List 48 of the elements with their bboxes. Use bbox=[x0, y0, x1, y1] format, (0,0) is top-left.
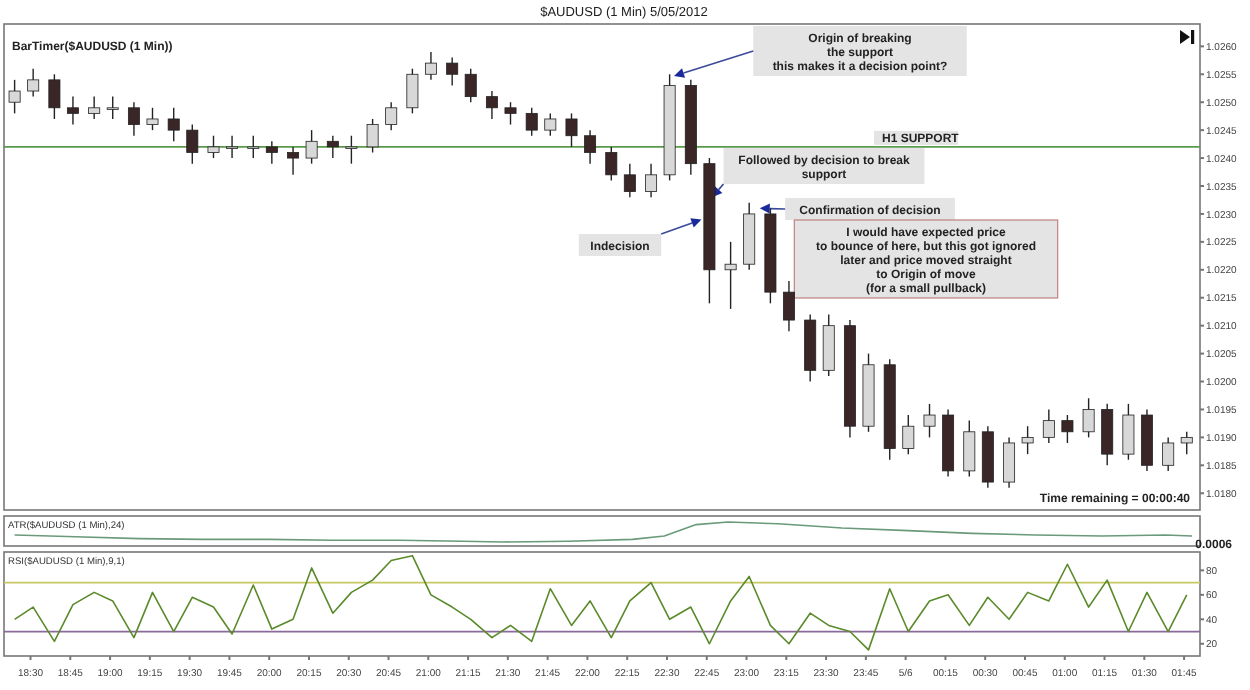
candlestick bbox=[623, 162, 636, 198]
candlestick bbox=[146, 107, 159, 131]
candlestick bbox=[48, 73, 61, 120]
candlestick bbox=[1003, 436, 1016, 489]
candlestick bbox=[226, 135, 239, 159]
candlestick bbox=[822, 313, 835, 377]
candlestick bbox=[902, 414, 915, 455]
candlestick bbox=[287, 146, 300, 176]
candlestick bbox=[782, 280, 795, 332]
candlestick bbox=[464, 67, 477, 103]
candlestick bbox=[544, 112, 557, 137]
candlestick bbox=[525, 107, 538, 137]
candlestick bbox=[88, 95, 101, 120]
candlestick bbox=[186, 123, 199, 165]
candlestick bbox=[106, 95, 119, 120]
candlestick bbox=[1021, 425, 1034, 455]
candlestick bbox=[565, 112, 578, 148]
candlestick bbox=[406, 67, 419, 115]
candlestick bbox=[963, 419, 976, 478]
candlestick bbox=[326, 135, 339, 159]
candlestick bbox=[923, 403, 936, 439]
candlestick bbox=[265, 140, 278, 165]
candlestick bbox=[1061, 414, 1074, 444]
candlestick bbox=[27, 67, 40, 98]
candlestick bbox=[1122, 403, 1135, 461]
candlestick bbox=[645, 162, 658, 198]
candlestick bbox=[1042, 408, 1055, 444]
candlestick bbox=[1082, 397, 1095, 439]
candlestick bbox=[305, 129, 318, 165]
candlestick bbox=[66, 95, 79, 126]
candlestick bbox=[424, 51, 437, 81]
candlestick bbox=[8, 79, 21, 115]
candlestick bbox=[724, 241, 737, 310]
candlestick bbox=[485, 90, 498, 120]
candlestick bbox=[584, 129, 597, 165]
candlestick bbox=[446, 56, 459, 87]
candlestick bbox=[345, 135, 358, 165]
candlestick bbox=[366, 118, 379, 154]
candlestick bbox=[167, 107, 180, 143]
candlestick bbox=[1101, 403, 1114, 467]
candlestick bbox=[127, 101, 140, 137]
candlestick bbox=[247, 135, 260, 159]
candlestick bbox=[385, 101, 398, 131]
candlestick bbox=[207, 135, 220, 159]
candlestick bbox=[1180, 431, 1193, 455]
candlestick bbox=[605, 146, 618, 182]
candlestick bbox=[504, 101, 517, 126]
candlestick bbox=[1162, 436, 1175, 472]
